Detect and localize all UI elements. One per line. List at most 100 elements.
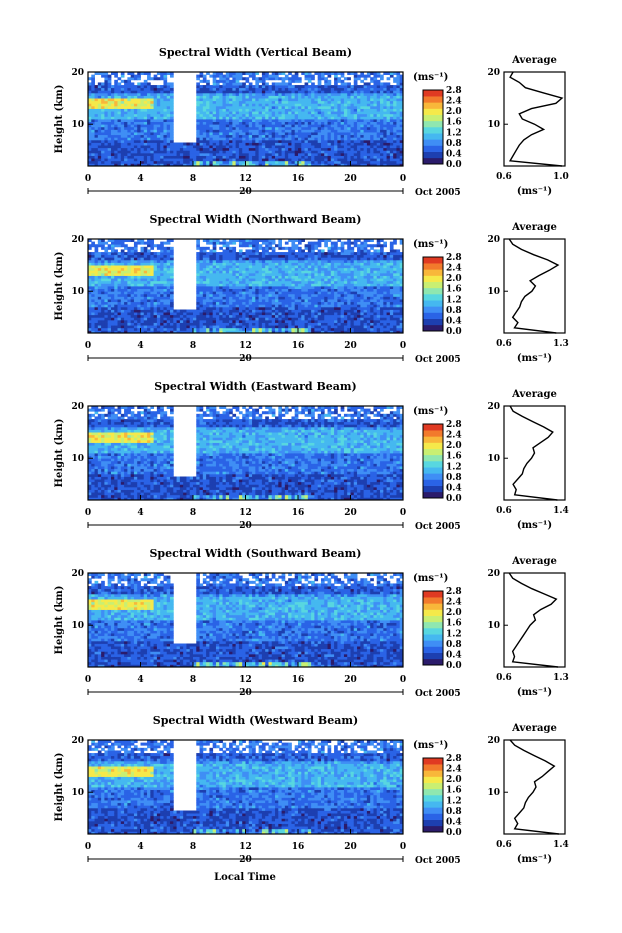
heatmap-cell — [134, 101, 138, 104]
heatmap-cell — [278, 116, 282, 119]
heatmap-cell — [144, 132, 148, 135]
heatmap-cell — [328, 135, 332, 138]
heatmap-cell — [308, 143, 312, 146]
heatmap-cell — [390, 85, 394, 88]
heatmap-cell — [160, 296, 164, 299]
heatmap-cell — [259, 307, 263, 310]
heatmap-cell — [95, 294, 99, 297]
heatmap-cell — [268, 75, 272, 78]
heatmap-cell — [137, 143, 141, 146]
heatmap-cell — [377, 109, 381, 112]
heatmap-cell — [282, 77, 286, 80]
heatmap-cell — [328, 129, 332, 132]
heatmap-cell — [351, 161, 355, 164]
heatmap-cell — [242, 268, 246, 271]
heatmap-cell — [387, 85, 391, 88]
heatmap-cell — [318, 129, 322, 132]
heatmap-cell — [170, 299, 174, 302]
heatmap-cell — [331, 140, 335, 143]
heatmap-cell — [177, 153, 181, 156]
heatmap-cell — [157, 286, 161, 289]
heatmap-cell — [167, 281, 171, 284]
heatmap-cell — [275, 291, 279, 294]
heatmap-cell — [308, 158, 312, 161]
heatmap-cell — [272, 255, 276, 258]
heatmap-cell — [157, 140, 161, 143]
heatmap-cell — [124, 124, 128, 127]
heatmap-cell — [321, 103, 325, 106]
heatmap-cell — [255, 304, 259, 307]
heatmap-cell — [98, 325, 102, 328]
heatmap-cell — [91, 88, 95, 91]
heatmap-cell — [334, 98, 338, 101]
heatmap-cell — [383, 150, 387, 153]
heatmap-cell — [357, 114, 361, 117]
heatmap-cell — [150, 286, 154, 289]
heatmap-cell — [154, 289, 158, 292]
heatmap-cell — [154, 148, 158, 151]
heatmap-cell — [285, 161, 289, 164]
heatmap-cell — [131, 281, 135, 284]
heatmap-cell — [114, 93, 118, 96]
heatmap-cell — [114, 302, 118, 305]
heatmap-cell — [147, 156, 151, 159]
heatmap-cell — [373, 150, 377, 153]
heatmap-cell — [383, 137, 387, 140]
heatmap-cell — [150, 283, 154, 286]
heatmap-cell — [305, 135, 309, 138]
heatmap-cell — [239, 244, 243, 247]
heatmap-cell — [321, 111, 325, 114]
heatmap-cell — [131, 106, 135, 109]
heatmap-cell — [285, 143, 289, 146]
heatmap-cell — [193, 143, 197, 146]
heatmap-cell — [321, 85, 325, 88]
heatmap-cell — [360, 153, 364, 156]
heatmap-cell — [252, 132, 256, 135]
heatmap-cell — [360, 116, 364, 119]
heatmap-cell — [157, 77, 161, 80]
heatmap-cell — [291, 114, 295, 117]
heatmap-cell — [255, 281, 259, 284]
heatmap-cell — [209, 111, 213, 114]
heatmap-cell — [259, 88, 263, 91]
heatmap-cell — [160, 132, 164, 135]
heatmap-cell — [219, 127, 223, 130]
heatmap-cell — [154, 116, 158, 119]
heatmap-cell — [265, 244, 269, 247]
heatmap-cell — [163, 135, 167, 138]
heatmap-cell — [239, 114, 243, 117]
heatmap-cell — [347, 124, 351, 127]
heatmap-cell — [341, 96, 345, 99]
heatmap-cell — [147, 85, 151, 88]
heatmap-cell — [249, 124, 253, 127]
heatmap-cell — [252, 276, 256, 279]
heatmap-cell — [157, 116, 161, 119]
heatmap-cell — [219, 137, 223, 140]
heatmap-cell — [219, 315, 223, 318]
heatmap-cell — [127, 150, 131, 153]
heatmap-cell — [259, 132, 263, 135]
heatmap-cell — [209, 328, 213, 331]
heatmap-cell — [91, 127, 95, 130]
heatmap-cell — [108, 286, 112, 289]
heatmap-cell — [154, 109, 158, 112]
heatmap-cell — [91, 304, 95, 307]
heatmap-cell — [144, 158, 148, 161]
heatmap-cell — [255, 119, 259, 122]
heatmap-cell — [318, 96, 322, 99]
heatmap-cell — [347, 132, 351, 135]
heatmap-cell — [134, 307, 138, 310]
heatmap-cell — [393, 140, 397, 143]
heatmap-cell — [131, 109, 135, 112]
heatmap-cell — [104, 77, 108, 80]
heatmap-cell — [203, 145, 207, 148]
heatmap-cell — [226, 96, 230, 99]
heatmap-cell — [127, 320, 131, 323]
heatmap-cell — [318, 127, 322, 130]
heatmap-cell — [216, 323, 220, 326]
heatmap-cell — [301, 156, 305, 159]
heatmap-cell — [377, 161, 381, 164]
heatmap-cell — [216, 109, 220, 112]
heatmap-cell — [259, 263, 263, 266]
heatmap-cell — [121, 116, 125, 119]
